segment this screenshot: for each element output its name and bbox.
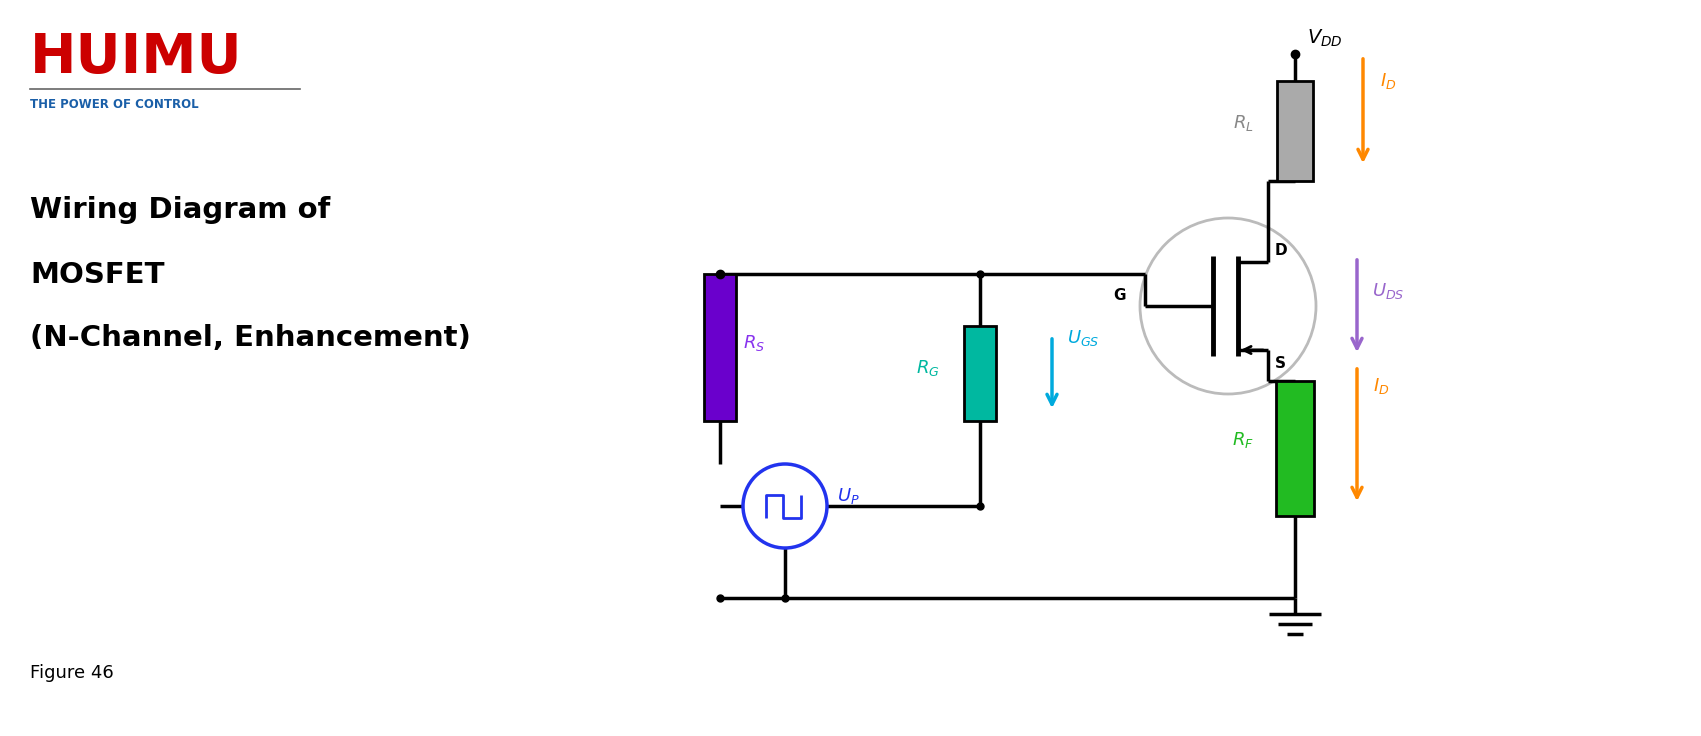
Text: $R_L$: $R_L$ bbox=[1233, 113, 1254, 133]
Text: $R_F$: $R_F$ bbox=[1232, 431, 1254, 450]
Bar bbox=[1276, 381, 1313, 516]
Bar bbox=[1277, 81, 1313, 181]
Text: HUIMU: HUIMU bbox=[31, 31, 243, 85]
Bar bbox=[704, 274, 737, 421]
Text: $I_D$: $I_D$ bbox=[1373, 376, 1390, 396]
Text: $U_{DS}$: $U_{DS}$ bbox=[1373, 281, 1405, 301]
Bar bbox=[964, 326, 997, 421]
Text: $V_{DD}$: $V_{DD}$ bbox=[1306, 28, 1342, 49]
Text: D: D bbox=[1276, 243, 1288, 258]
Text: G: G bbox=[1112, 288, 1126, 303]
Circle shape bbox=[743, 464, 827, 548]
Text: $U_{GS}$: $U_{GS}$ bbox=[1067, 328, 1099, 349]
Text: $R_G$: $R_G$ bbox=[917, 358, 941, 378]
Text: Figure 46: Figure 46 bbox=[31, 664, 114, 682]
Text: THE POWER OF CONTROL: THE POWER OF CONTROL bbox=[31, 98, 199, 111]
Text: MOSFET: MOSFET bbox=[31, 261, 165, 289]
Text: $U_P$: $U_P$ bbox=[837, 486, 859, 506]
Text: $I_D$: $I_D$ bbox=[1380, 71, 1397, 91]
Text: (N-Channel, Enhancement): (N-Channel, Enhancement) bbox=[31, 324, 471, 352]
Text: $R_S$: $R_S$ bbox=[743, 333, 765, 353]
Text: Wiring Diagram of: Wiring Diagram of bbox=[31, 196, 330, 224]
Text: S: S bbox=[1276, 356, 1286, 371]
Circle shape bbox=[1140, 218, 1317, 394]
